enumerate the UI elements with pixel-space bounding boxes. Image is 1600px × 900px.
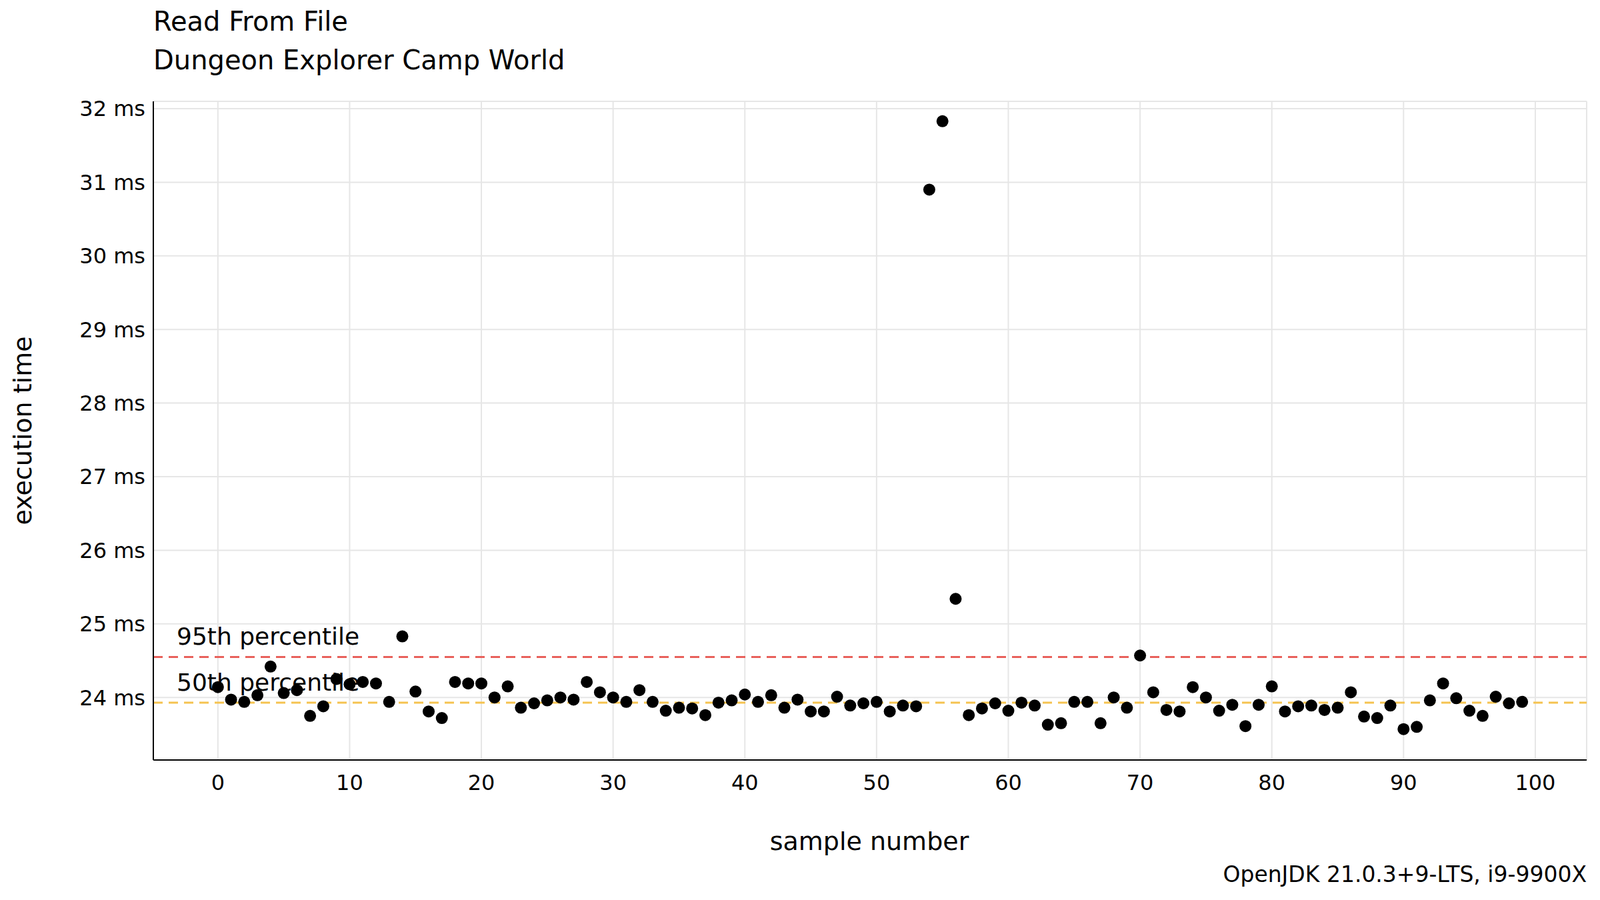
svg-text:31 ms: 31 ms [79, 170, 146, 196]
svg-text:24 ms: 24 ms [79, 685, 146, 711]
html-text:OpenJDK 21.0.3+9-LTS, i9-9900X: OpenJDK 21.0.3+9-LTS, i9-9900X [1223, 861, 1587, 888]
svg-text:28 ms: 28 ms [79, 390, 146, 416]
svg-text:32 ms: 32 ms [79, 96, 146, 122]
svg-text:50th percentile: 50th percentile [176, 668, 360, 696]
html-text:Dungeon Explorer Camp World: Dungeon Explorer Camp World [153, 44, 565, 76]
html-text:sample number: sample number [769, 826, 969, 856]
svg-text:100: 100 [1514, 770, 1556, 796]
svg-text:25 ms: 25 ms [79, 611, 146, 637]
svg-text:60: 60 [994, 770, 1022, 796]
svg-text:50: 50 [863, 770, 891, 796]
svg-text:40: 40 [731, 770, 759, 796]
html-text:Read From File: Read From File [153, 6, 348, 37]
svg-text:90: 90 [1390, 770, 1418, 796]
svg-text:80: 80 [1258, 770, 1286, 796]
svg-text:29 ms: 29 ms [79, 317, 146, 343]
svg-text:10: 10 [336, 770, 364, 796]
html-text:execution time: execution time [8, 336, 38, 526]
svg-text:20: 20 [468, 770, 496, 796]
svg-text:30: 30 [599, 770, 627, 796]
svg-text:0: 0 [211, 770, 225, 796]
svg-text:70: 70 [1126, 770, 1154, 796]
svg-text:30 ms: 30 ms [79, 243, 146, 269]
svg-text:27 ms: 27 ms [79, 464, 146, 490]
svg-text:95th percentile: 95th percentile [176, 622, 360, 650]
svg-text:26 ms: 26 ms [79, 538, 146, 564]
